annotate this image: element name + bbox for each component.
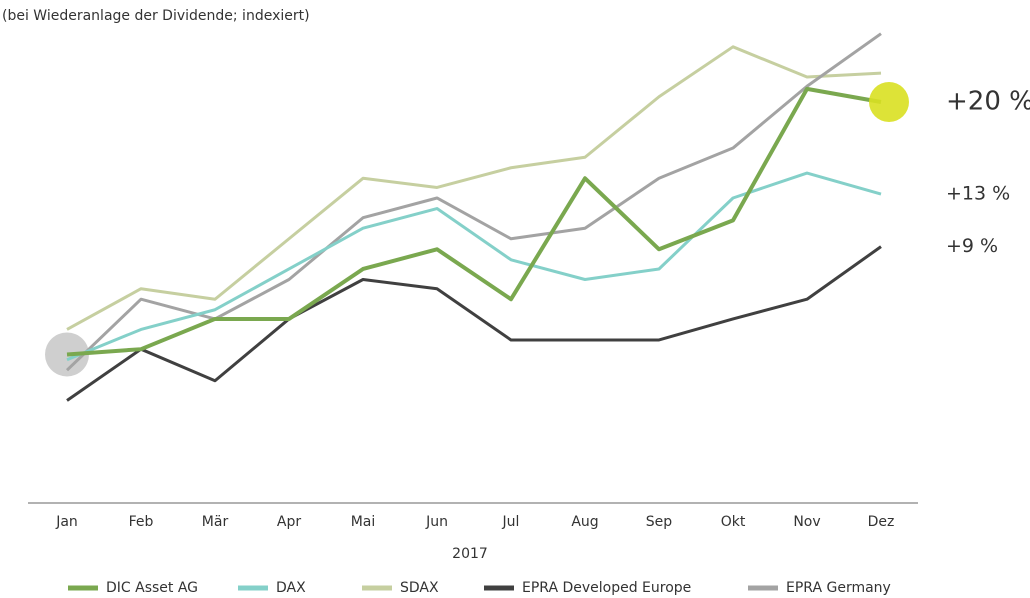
legend-label: DIC Asset AG xyxy=(106,580,198,596)
legend-label: DAX xyxy=(276,580,306,596)
x-tick-label: Dez xyxy=(868,514,895,530)
x-tick-label: Mär xyxy=(202,514,229,530)
x-tick-label: Nov xyxy=(793,514,820,530)
legend-label: SDAX xyxy=(400,580,439,596)
end-label: +9 % xyxy=(946,235,998,257)
end-label: +13 % xyxy=(946,183,1010,205)
x-tick-label: Apr xyxy=(277,514,301,530)
end-label: +20 % xyxy=(946,87,1030,117)
series-line xyxy=(66,45,882,331)
x-tick-label: Mai xyxy=(351,514,376,530)
series-line xyxy=(66,171,882,362)
series-line xyxy=(66,86,882,357)
x-tick-label: Sep xyxy=(646,514,673,530)
x-tick-label: Okt xyxy=(721,514,746,530)
end-marker xyxy=(869,82,909,123)
series-line xyxy=(65,32,882,372)
x-tick-label: Aug xyxy=(571,514,598,530)
x-tick-label: Jul xyxy=(502,514,520,530)
legend-label: EPRA Developed Europe xyxy=(522,580,691,596)
x-axis-label: 2017 xyxy=(452,546,488,562)
series-line xyxy=(66,245,882,402)
legend-label: EPRA Germany xyxy=(786,580,891,596)
subtitle: (bei Wiederanlage der Dividende; indexie… xyxy=(2,8,310,24)
x-tick-label: Jun xyxy=(425,514,448,530)
x-tick-label: Jan xyxy=(55,514,78,530)
x-tick-label: Feb xyxy=(129,514,154,530)
